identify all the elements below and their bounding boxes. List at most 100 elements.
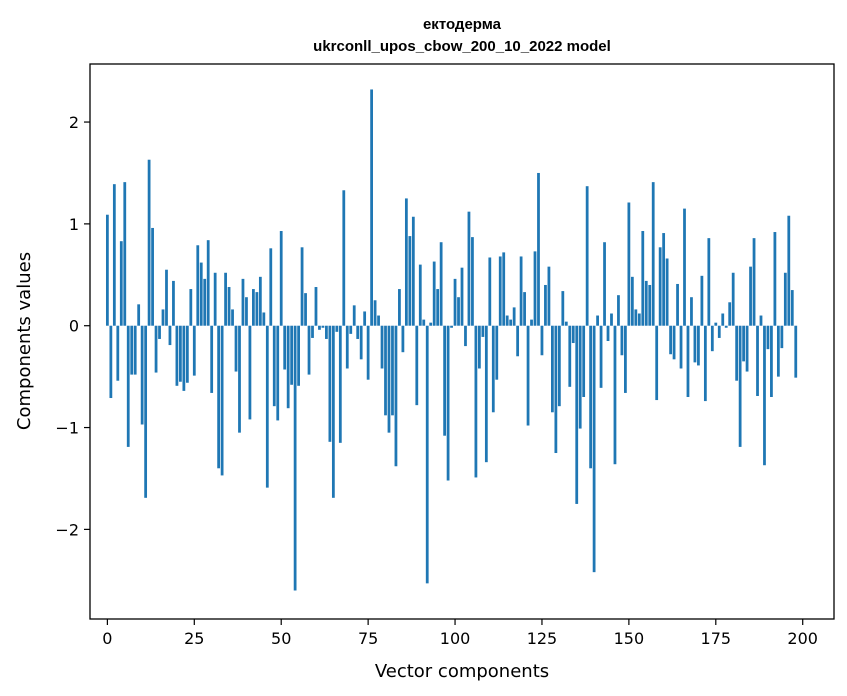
bar-184 — [745, 325, 749, 372]
bar-9 — [137, 304, 141, 326]
bar-86 — [404, 198, 408, 326]
bar-174 — [710, 325, 714, 352]
bar-33 — [220, 325, 224, 476]
bar-10 — [140, 325, 144, 425]
bar-36 — [231, 309, 234, 326]
bar-126 — [544, 284, 547, 326]
bar-115 — [505, 315, 509, 326]
bar-85 — [401, 325, 405, 353]
bar-49 — [276, 325, 280, 421]
bar-78 — [377, 315, 380, 326]
bar-57 — [304, 293, 307, 326]
bar-25 — [192, 325, 196, 376]
bar-110 — [488, 257, 492, 326]
bar-129 — [554, 325, 558, 454]
bar-6 — [126, 325, 130, 447]
bar-80 — [384, 325, 387, 416]
bar-197 — [790, 290, 794, 326]
bar-128 — [551, 325, 554, 413]
bar-120 — [523, 292, 526, 326]
bar-101 — [457, 297, 460, 326]
bar-108 — [481, 325, 485, 337]
bar-87 — [408, 236, 412, 326]
bar-141 — [596, 315, 599, 326]
bar-121 — [526, 325, 530, 426]
bar-70 — [349, 325, 353, 334]
bar-131 — [561, 291, 565, 326]
bar-75 — [366, 325, 370, 380]
bar-148 — [620, 325, 624, 356]
bar-89 — [415, 325, 419, 406]
bar-79 — [380, 325, 384, 369]
bar-12 — [147, 159, 151, 326]
bar-77 — [373, 300, 377, 326]
x-tick-label: 175 — [701, 629, 732, 648]
bar-123 — [533, 251, 537, 326]
bar-163 — [672, 325, 676, 360]
bar-106 — [474, 325, 478, 478]
bar-26 — [196, 245, 200, 326]
y-axis-ticks: −2 −1 0 1 2 — [55, 113, 90, 539]
bar-61 — [318, 325, 321, 330]
bar-29 — [206, 240, 210, 326]
bar-147 — [617, 295, 620, 326]
bar-65 — [331, 325, 335, 498]
bar-44 — [258, 276, 262, 326]
bar-135 — [575, 325, 579, 504]
bar-142 — [599, 325, 603, 388]
bar-24 — [189, 289, 193, 326]
bar-20 — [175, 325, 179, 386]
bar-40 — [245, 297, 248, 326]
bar-169 — [693, 325, 697, 363]
x-tick-label: 0 — [102, 629, 112, 648]
bar-8 — [133, 325, 137, 375]
chart-title: ектодерма — [423, 16, 502, 33]
bar-95 — [436, 289, 440, 326]
bar-18 — [168, 325, 172, 346]
bar-127 — [547, 266, 551, 326]
bar-23 — [185, 325, 189, 383]
bar-48 — [272, 325, 276, 407]
bar-188 — [759, 315, 763, 326]
bar-15 — [158, 325, 161, 339]
x-axis-ticks: 0 25 50 75 100 125 150 175 200 — [102, 619, 818, 648]
bar-162 — [669, 325, 672, 355]
x-tick-label: 100 — [440, 629, 471, 648]
bar-166 — [683, 208, 686, 326]
bar-31 — [213, 272, 217, 326]
bar-39 — [241, 278, 245, 326]
bar-130 — [557, 325, 561, 407]
bar-83 — [394, 325, 398, 467]
bar-116 — [509, 319, 513, 326]
bar-146 — [613, 325, 617, 465]
bar-154 — [641, 231, 645, 326]
bar-170 — [697, 325, 700, 366]
bar-21 — [179, 325, 182, 382]
bar-132 — [564, 321, 568, 326]
bar-138 — [585, 186, 589, 326]
bar-152 — [634, 309, 638, 326]
bar-67 — [338, 325, 342, 443]
bar-136 — [578, 325, 582, 429]
x-axis-label: Vector components — [375, 661, 549, 682]
bar-56 — [300, 247, 304, 326]
bar-43 — [255, 292, 259, 326]
plot-frame — [89, 63, 835, 620]
bar-144 — [606, 325, 610, 341]
bar-42 — [252, 289, 255, 326]
bar-81 — [387, 325, 391, 433]
bar-187 — [756, 325, 759, 396]
bar-14 — [154, 325, 158, 373]
bar-194 — [780, 325, 784, 349]
x-tick-label: 75 — [358, 629, 378, 648]
bar-0 — [105, 214, 109, 326]
bar-145 — [610, 313, 613, 326]
bar-153 — [637, 313, 641, 326]
bar-58 — [307, 325, 311, 375]
bar-90 — [418, 264, 422, 326]
bar-195 — [783, 272, 787, 326]
bar-60 — [314, 287, 318, 326]
bar-182 — [738, 325, 742, 447]
bar-119 — [519, 256, 523, 326]
bar-97 — [443, 325, 447, 436]
